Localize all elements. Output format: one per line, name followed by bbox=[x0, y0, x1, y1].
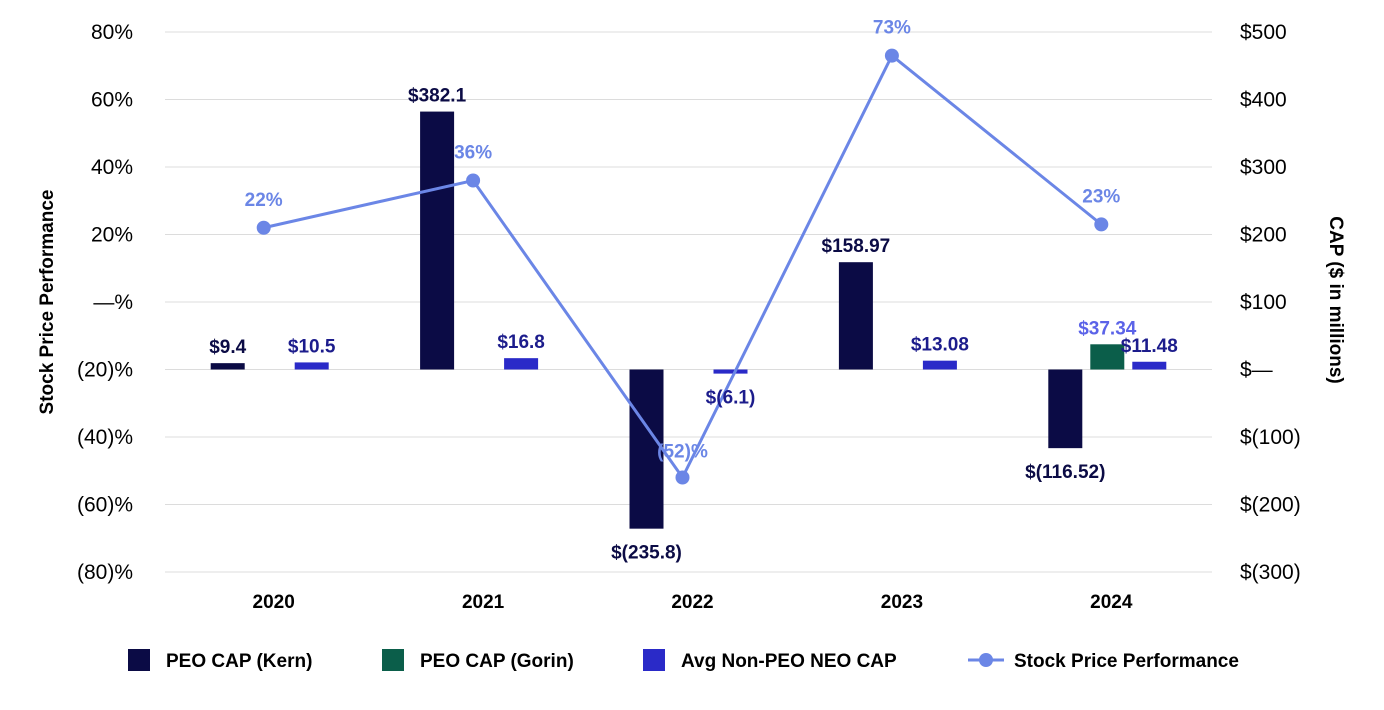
right-axis-title: CAP ($ in millions) bbox=[1325, 216, 1346, 384]
left-tick-label: (80)% bbox=[77, 561, 133, 584]
right-tick-label: $(300) bbox=[1240, 561, 1301, 584]
right-axis-ticks: $500 $400 $300 $200 $100 $— $(100) $(200) $(300) bbox=[1240, 21, 1301, 584]
legend-label: PEO CAP (Kern) bbox=[166, 651, 312, 672]
legend-swatch bbox=[382, 649, 404, 671]
bar-data-label: $158.97 bbox=[822, 236, 891, 257]
legend-label: Stock Price Performance bbox=[1014, 651, 1239, 672]
bar-data-label: $37.34 bbox=[1078, 318, 1137, 339]
category-label: 2021 bbox=[462, 592, 505, 613]
right-tick-label: $300 bbox=[1240, 156, 1287, 179]
bar-data-label: $(235.8) bbox=[611, 543, 682, 564]
category-label: 2020 bbox=[253, 592, 295, 613]
legend-swatch bbox=[128, 649, 150, 671]
bar-data-label: $(6.1) bbox=[706, 388, 756, 409]
category-labels: 2020 2021 2022 2023 2024 bbox=[253, 592, 1133, 613]
left-tick-label: (60)% bbox=[77, 494, 133, 517]
bar bbox=[838, 262, 873, 370]
legend: PEO CAP (Kern) PEO CAP (Gorin) Avg Non-PEO… bbox=[128, 649, 1239, 672]
legend-item: PEO CAP (Kern) bbox=[128, 649, 312, 672]
bar-data-label: $13.08 bbox=[911, 335, 969, 356]
line-point bbox=[675, 470, 690, 485]
line-point bbox=[256, 220, 271, 235]
bar-data-label: $(116.52) bbox=[1025, 462, 1105, 483]
line-point bbox=[1094, 217, 1109, 232]
bar-data-label: $9.4 bbox=[209, 337, 246, 358]
bar bbox=[504, 358, 539, 370]
legend-label: PEO CAP (Gorin) bbox=[420, 651, 574, 672]
stock-price-line bbox=[256, 48, 1109, 485]
bar bbox=[420, 111, 455, 370]
right-tick-label: $400 bbox=[1240, 89, 1287, 112]
legend-item: PEO CAP (Gorin) bbox=[382, 649, 574, 672]
legend-marker bbox=[979, 653, 993, 667]
legend-swatch bbox=[643, 649, 665, 671]
bar bbox=[713, 369, 748, 374]
bar bbox=[294, 362, 329, 370]
line-data-label: 23% bbox=[1082, 186, 1120, 207]
left-tick-label: —% bbox=[93, 291, 133, 314]
right-tick-label: $200 bbox=[1240, 224, 1287, 247]
left-axis-title: Stock Price Performance bbox=[37, 190, 58, 415]
bar-data-label: $10.5 bbox=[288, 336, 336, 357]
category-label: 2023 bbox=[881, 592, 923, 613]
line-data-label: 73% bbox=[873, 18, 911, 39]
bar-data-label: $382.1 bbox=[408, 86, 467, 107]
gridlines bbox=[165, 31, 1212, 573]
bar bbox=[1048, 369, 1083, 449]
bars bbox=[210, 111, 1167, 529]
bar-data-label: $16.8 bbox=[497, 332, 545, 353]
right-tick-label: $(100) bbox=[1240, 426, 1301, 449]
left-tick-label: 60% bbox=[91, 89, 133, 112]
legend-item: Stock Price Performance bbox=[968, 651, 1239, 672]
category-label: 2024 bbox=[1090, 592, 1133, 613]
right-tick-label: $(200) bbox=[1240, 494, 1301, 517]
bar bbox=[210, 363, 245, 370]
left-tick-label: 20% bbox=[91, 224, 133, 247]
line-data-label: (52)% bbox=[657, 442, 708, 463]
left-tick-label: (20)% bbox=[77, 359, 133, 382]
bar bbox=[1090, 344, 1125, 370]
line-data-label: 36% bbox=[454, 143, 492, 164]
right-tick-label: $— bbox=[1240, 359, 1273, 382]
legend-label: Avg Non-PEO NEO CAP bbox=[681, 651, 897, 672]
right-tick-label: $100 bbox=[1240, 291, 1287, 314]
line-data-label: 22% bbox=[245, 190, 283, 211]
left-axis-ticks: 80% 60% 40% 20% —% (20)% (40)% (60)% (80)% bbox=[77, 21, 133, 584]
line-point bbox=[466, 173, 481, 188]
bar-data-label: $11.48 bbox=[1121, 336, 1178, 357]
right-tick-label: $500 bbox=[1240, 21, 1287, 44]
bar bbox=[629, 369, 664, 529]
bar bbox=[1132, 361, 1167, 370]
legend-item: Avg Non-PEO NEO CAP bbox=[643, 649, 897, 672]
stock-price-polyline bbox=[263, 53, 1103, 481]
line-point bbox=[884, 48, 899, 63]
bar bbox=[922, 360, 957, 370]
data-labels: $9.4 $382.1 $(235.8) $158.97 $(116.52) $37.34… bbox=[209, 18, 1178, 564]
left-tick-label: 40% bbox=[91, 156, 133, 179]
left-tick-label: (40)% bbox=[77, 426, 133, 449]
category-label: 2022 bbox=[671, 592, 713, 613]
left-tick-label: 80% bbox=[91, 21, 133, 44]
